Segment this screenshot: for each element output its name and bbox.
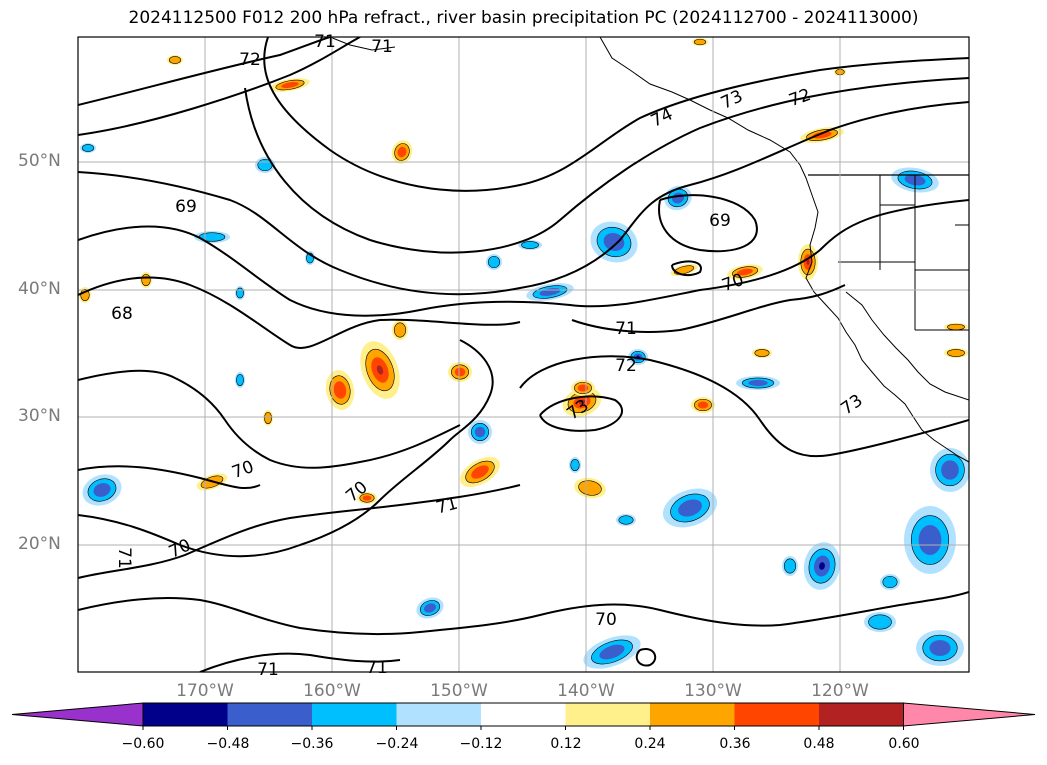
positive-precip-patch bbox=[140, 272, 152, 288]
positive-precip-patch bbox=[562, 387, 602, 417]
positive-precip-patch bbox=[944, 323, 968, 331]
map-title: 2024112500 F012 200 hPa refract., river … bbox=[128, 8, 919, 28]
contour-label: 71 bbox=[615, 319, 637, 339]
negative-precip-patch bbox=[662, 488, 718, 528]
colorbar-tick-label: 0.24 bbox=[634, 736, 666, 752]
colorbar-extend-max bbox=[903, 702, 1036, 727]
negative-precip-patch bbox=[736, 376, 780, 390]
colorbar-tick-label: −0.48 bbox=[206, 736, 250, 752]
contour-label: 68 bbox=[111, 304, 133, 324]
negative-precip-patch bbox=[916, 630, 964, 666]
colorbar-tick-label: −0.60 bbox=[121, 736, 165, 752]
colorbar-swatch bbox=[481, 703, 566, 726]
lon-label-130w: 130°W bbox=[684, 681, 742, 701]
colorbar-tick-label: 0.60 bbox=[888, 736, 920, 752]
contour-label: 71 bbox=[371, 37, 393, 57]
negative-precip-patch bbox=[82, 474, 122, 506]
contour-label: 71 bbox=[114, 547, 134, 569]
positive-precip-patch bbox=[460, 456, 500, 488]
colorbar-tick-label: −0.36 bbox=[290, 736, 334, 752]
negative-precip-patch bbox=[930, 448, 969, 492]
positive-precip-patch bbox=[752, 348, 772, 358]
negative-precip-patch bbox=[616, 514, 636, 526]
negative-precip-patch bbox=[416, 597, 444, 619]
positive-precip-patch bbox=[392, 320, 408, 340]
negative-precip-patch bbox=[782, 556, 798, 576]
negative-precip-patch bbox=[468, 420, 492, 444]
colorbar-tick-label: −0.12 bbox=[459, 736, 503, 752]
positive-precip-patch bbox=[357, 492, 377, 504]
lon-label-120w: 120°W bbox=[811, 681, 869, 701]
refractivity-contours bbox=[78, 37, 969, 672]
negative-precip-patch bbox=[583, 635, 641, 669]
positive-precip-patch bbox=[391, 140, 413, 164]
positive-precip-patch bbox=[325, 370, 355, 410]
negative-precip-patch bbox=[518, 240, 542, 250]
colorbar-swatch bbox=[650, 703, 735, 726]
positive-precip-patch bbox=[448, 362, 472, 382]
graticule bbox=[78, 37, 969, 672]
lon-label-150w: 150°W bbox=[430, 681, 488, 701]
map-frame bbox=[77, 36, 970, 673]
negative-precip-patch bbox=[864, 612, 896, 632]
colorbar-swatch bbox=[312, 703, 397, 726]
contour-label: 69 bbox=[175, 197, 197, 217]
negative-precip-patch bbox=[590, 221, 638, 263]
positive-precip-patch bbox=[360, 341, 400, 399]
positive-precip-patch bbox=[692, 38, 708, 46]
lat-label-50n: 50°N bbox=[18, 151, 61, 171]
lat-label-40n: 40°N bbox=[18, 279, 61, 299]
colorbar-tick-label: −0.24 bbox=[375, 736, 419, 752]
contour-label: 71 bbox=[257, 660, 279, 680]
negative-precip-patch bbox=[486, 254, 502, 270]
coastlines bbox=[329, 37, 969, 463]
negative-precip-patch bbox=[569, 457, 581, 473]
negative-precip-patch bbox=[235, 372, 245, 388]
contour-label: 69 bbox=[709, 211, 731, 231]
colorbar-swatch bbox=[734, 703, 819, 726]
colorbar-swatch bbox=[565, 703, 650, 726]
colorbar-swatch bbox=[819, 703, 904, 726]
positive-precip-patch bbox=[944, 348, 968, 358]
lon-label-140w: 140°W bbox=[557, 681, 615, 701]
colorbar bbox=[11, 702, 1036, 730]
colorbar-tick-label: 0.36 bbox=[719, 736, 751, 752]
positive-precip-patch bbox=[571, 380, 595, 396]
precip-patches bbox=[79, 38, 969, 669]
contour-label: 71 bbox=[366, 658, 388, 678]
colorbar-outline bbox=[142, 702, 904, 727]
positive-precip-patch bbox=[691, 397, 715, 413]
contour-label: 71 bbox=[314, 32, 336, 52]
lon-label-170w: 170°W bbox=[176, 681, 234, 701]
lat-label-30n: 30°N bbox=[18, 406, 61, 426]
positive-precip-patch bbox=[574, 477, 606, 499]
map-plot-area bbox=[78, 37, 969, 672]
lon-label-160w: 160°W bbox=[303, 681, 361, 701]
colorbar-swatch bbox=[396, 703, 481, 726]
lat-label-20n: 20°N bbox=[18, 534, 61, 554]
colorbar-tick-label: 0.48 bbox=[803, 736, 835, 752]
colorbar-swatch bbox=[227, 703, 312, 726]
contour-label: 70 bbox=[595, 610, 617, 630]
negative-precip-patch bbox=[904, 506, 956, 574]
positive-precip-patch bbox=[270, 78, 310, 92]
negative-precip-patch bbox=[803, 542, 841, 590]
colorbar-swatch bbox=[143, 703, 228, 726]
contour-label: 72 bbox=[239, 50, 261, 70]
negative-precip-patch bbox=[880, 574, 900, 590]
colorbar-tick-label: 0.12 bbox=[550, 736, 582, 752]
negative-precip-patch bbox=[80, 143, 96, 153]
colorbar-extend-min bbox=[11, 702, 144, 727]
positive-precip-patch bbox=[727, 264, 763, 280]
positive-precip-patch bbox=[263, 410, 273, 426]
contour-label: 72 bbox=[615, 356, 637, 376]
negative-precip-patch bbox=[235, 286, 245, 300]
positive-precip-patch bbox=[167, 55, 183, 65]
positive-precip-patch bbox=[800, 127, 844, 143]
